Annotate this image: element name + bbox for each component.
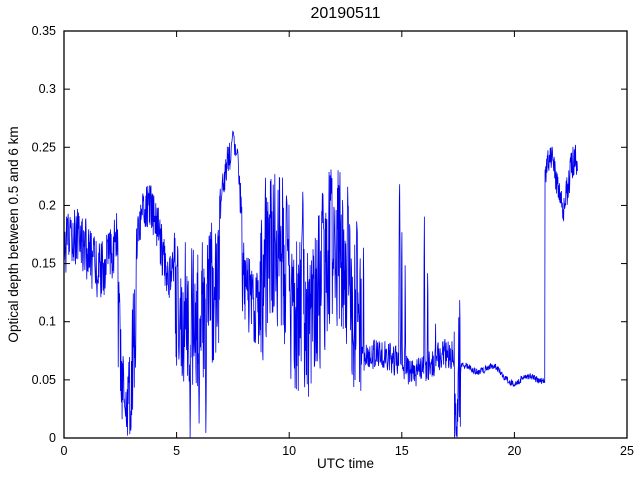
svg-text:20: 20	[507, 444, 521, 458]
svg-text:UTC time: UTC time	[317, 456, 374, 471]
svg-text:0: 0	[49, 431, 56, 445]
svg-text:20190511: 20190511	[311, 5, 381, 22]
svg-text:Optical depth between 0.5 and: Optical depth between 0.5 and 6 km	[6, 126, 21, 342]
svg-text:15: 15	[395, 444, 409, 458]
svg-text:5: 5	[173, 444, 180, 458]
svg-text:25: 25	[620, 444, 634, 458]
svg-text:0.25: 0.25	[32, 140, 56, 154]
svg-text:10: 10	[282, 444, 296, 458]
svg-text:0.1: 0.1	[39, 315, 56, 329]
svg-text:0.35: 0.35	[32, 24, 56, 38]
svg-text:0: 0	[61, 444, 68, 458]
svg-text:0.2: 0.2	[39, 198, 56, 212]
svg-text:0.05: 0.05	[32, 373, 56, 387]
svg-text:0.15: 0.15	[32, 257, 56, 271]
svg-text:0.3: 0.3	[39, 82, 56, 96]
